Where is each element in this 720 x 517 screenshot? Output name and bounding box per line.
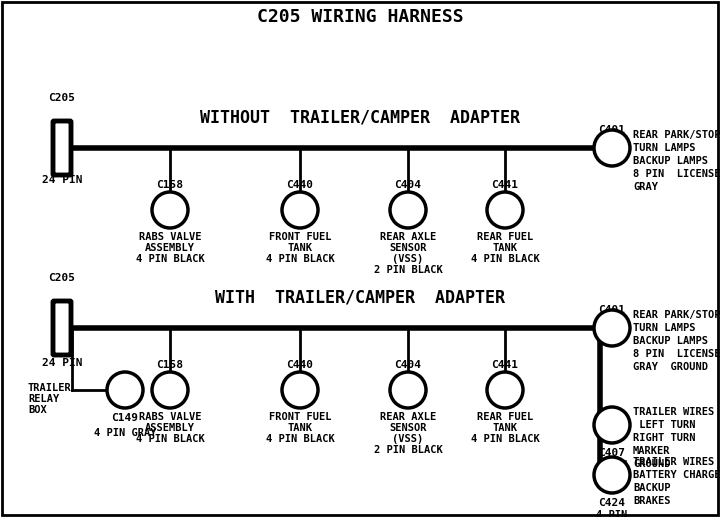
Text: 8 PIN  LICENSE LAMPS: 8 PIN LICENSE LAMPS [633, 169, 720, 179]
Text: ASSEMBLY: ASSEMBLY [145, 243, 195, 253]
Text: REAR PARK/STOP: REAR PARK/STOP [633, 310, 720, 320]
Text: ASSEMBLY: ASSEMBLY [145, 423, 195, 433]
Text: (VSS): (VSS) [392, 434, 423, 444]
Text: TURN LAMPS: TURN LAMPS [633, 143, 696, 153]
Text: TANK: TANK [287, 423, 312, 433]
Text: C407: C407 [598, 448, 626, 458]
Text: TURN LAMPS: TURN LAMPS [633, 323, 696, 333]
Text: 24 PIN: 24 PIN [42, 358, 82, 368]
Text: SENSOR: SENSOR [390, 243, 427, 253]
Circle shape [594, 457, 630, 493]
Text: C158: C158 [156, 360, 184, 370]
Text: C424: C424 [598, 498, 626, 508]
Text: RABS VALVE: RABS VALVE [139, 412, 202, 422]
Text: FRONT FUEL: FRONT FUEL [269, 412, 331, 422]
Text: 4 PIN BLACK: 4 PIN BLACK [135, 254, 204, 264]
Circle shape [594, 130, 630, 166]
Text: BLACK: BLACK [596, 471, 628, 481]
Text: 4 PIN BLACK: 4 PIN BLACK [266, 434, 334, 444]
Text: TANK: TANK [492, 243, 518, 253]
Text: (VSS): (VSS) [392, 254, 423, 264]
Text: REAR AXLE: REAR AXLE [380, 412, 436, 422]
Text: SENSOR: SENSOR [390, 423, 427, 433]
Text: C149: C149 [112, 413, 138, 423]
Text: REAR AXLE: REAR AXLE [380, 232, 436, 242]
Text: C441: C441 [492, 360, 518, 370]
Text: C205 WIRING HARNESS: C205 WIRING HARNESS [257, 8, 463, 26]
Text: 4 PIN BLACK: 4 PIN BLACK [471, 434, 539, 444]
Text: BACKUP LAMPS: BACKUP LAMPS [633, 156, 708, 166]
Text: TRAILER WIRES: TRAILER WIRES [633, 457, 714, 467]
Text: 4 PIN: 4 PIN [596, 460, 628, 470]
Text: BACKUP LAMPS: BACKUP LAMPS [633, 336, 708, 346]
Text: BATTERY CHARGE: BATTERY CHARGE [633, 470, 720, 480]
Text: C205: C205 [48, 273, 76, 283]
Circle shape [282, 192, 318, 228]
Text: C401: C401 [598, 305, 626, 315]
Text: MARKER: MARKER [633, 446, 670, 456]
Text: 4 PIN BLACK: 4 PIN BLACK [135, 434, 204, 444]
Circle shape [152, 192, 188, 228]
Circle shape [390, 372, 426, 408]
Text: 4 PIN GRAY: 4 PIN GRAY [94, 428, 156, 438]
Text: C404: C404 [395, 180, 421, 190]
Circle shape [594, 310, 630, 346]
Text: C440: C440 [287, 360, 313, 370]
Circle shape [390, 192, 426, 228]
Text: RELAY: RELAY [28, 394, 59, 404]
Text: C404: C404 [395, 360, 421, 370]
Text: WITHOUT  TRAILER/CAMPER  ADAPTER: WITHOUT TRAILER/CAMPER ADAPTER [200, 108, 520, 126]
Text: FRONT FUEL: FRONT FUEL [269, 232, 331, 242]
FancyBboxPatch shape [53, 121, 71, 175]
Text: TRAILER: TRAILER [28, 383, 72, 393]
Text: 4 PIN BLACK: 4 PIN BLACK [471, 254, 539, 264]
Text: C205: C205 [48, 93, 76, 103]
Text: 8 PIN  LICENSE LAMPS: 8 PIN LICENSE LAMPS [633, 349, 720, 359]
Circle shape [487, 372, 523, 408]
Text: TANK: TANK [492, 423, 518, 433]
Text: LEFT TURN: LEFT TURN [633, 420, 696, 430]
Text: RIGHT TURN: RIGHT TURN [633, 433, 696, 443]
Text: GRAY  GROUND: GRAY GROUND [633, 362, 708, 372]
Text: 2 PIN BLACK: 2 PIN BLACK [374, 265, 442, 275]
Text: REAR FUEL: REAR FUEL [477, 232, 533, 242]
Text: 2 PIN BLACK: 2 PIN BLACK [374, 445, 442, 455]
Circle shape [487, 192, 523, 228]
Text: 4 PIN BLACK: 4 PIN BLACK [266, 254, 334, 264]
Text: REAR PARK/STOP: REAR PARK/STOP [633, 130, 720, 140]
Text: GRAY: GRAY [633, 182, 658, 192]
Circle shape [152, 372, 188, 408]
Text: WITH  TRAILER/CAMPER  ADAPTER: WITH TRAILER/CAMPER ADAPTER [215, 288, 505, 306]
Circle shape [594, 407, 630, 443]
Text: TANK: TANK [287, 243, 312, 253]
Text: RABS VALVE: RABS VALVE [139, 232, 202, 242]
Text: C440: C440 [287, 180, 313, 190]
Circle shape [282, 372, 318, 408]
Text: REAR FUEL: REAR FUEL [477, 412, 533, 422]
FancyBboxPatch shape [53, 301, 71, 355]
Text: 24 PIN: 24 PIN [42, 175, 82, 185]
Text: BRAKES: BRAKES [633, 496, 670, 506]
Circle shape [107, 372, 143, 408]
Text: TRAILER WIRES: TRAILER WIRES [633, 407, 714, 417]
Text: C158: C158 [156, 180, 184, 190]
Text: GROUND: GROUND [633, 459, 670, 469]
Text: C401: C401 [598, 125, 626, 135]
Text: BOX: BOX [28, 405, 47, 415]
Text: BACKUP: BACKUP [633, 483, 670, 493]
Text: C441: C441 [492, 180, 518, 190]
Text: 4 PIN: 4 PIN [596, 510, 628, 517]
